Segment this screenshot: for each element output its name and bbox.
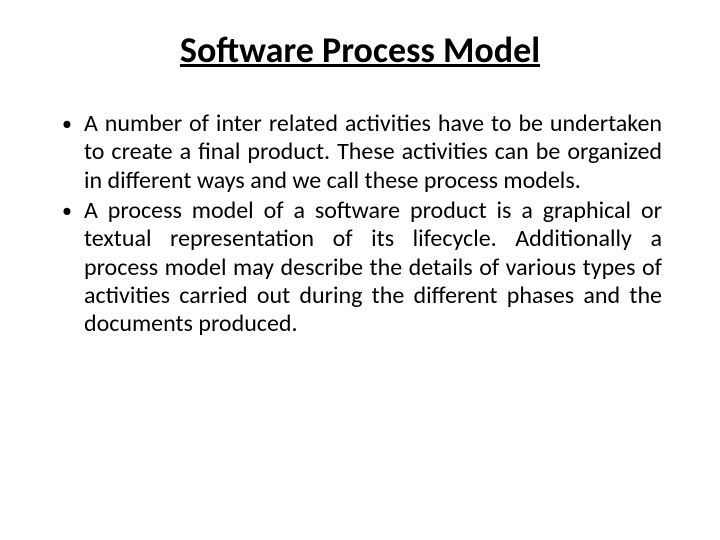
list-item: • A process model of a software product … [58, 197, 662, 339]
slide-title: Software Process Model [58, 28, 662, 72]
list-item: • A number of inter related activities h… [58, 110, 662, 195]
bullet-text: A process model of a software product is… [84, 197, 662, 339]
bullet-icon: • [58, 110, 84, 195]
bullet-icon: • [58, 197, 84, 339]
slide: Software Process Model • A number of int… [0, 0, 720, 540]
bullet-text: A number of inter related activities hav… [84, 110, 662, 195]
slide-content: • A number of inter related activities h… [58, 110, 662, 341]
